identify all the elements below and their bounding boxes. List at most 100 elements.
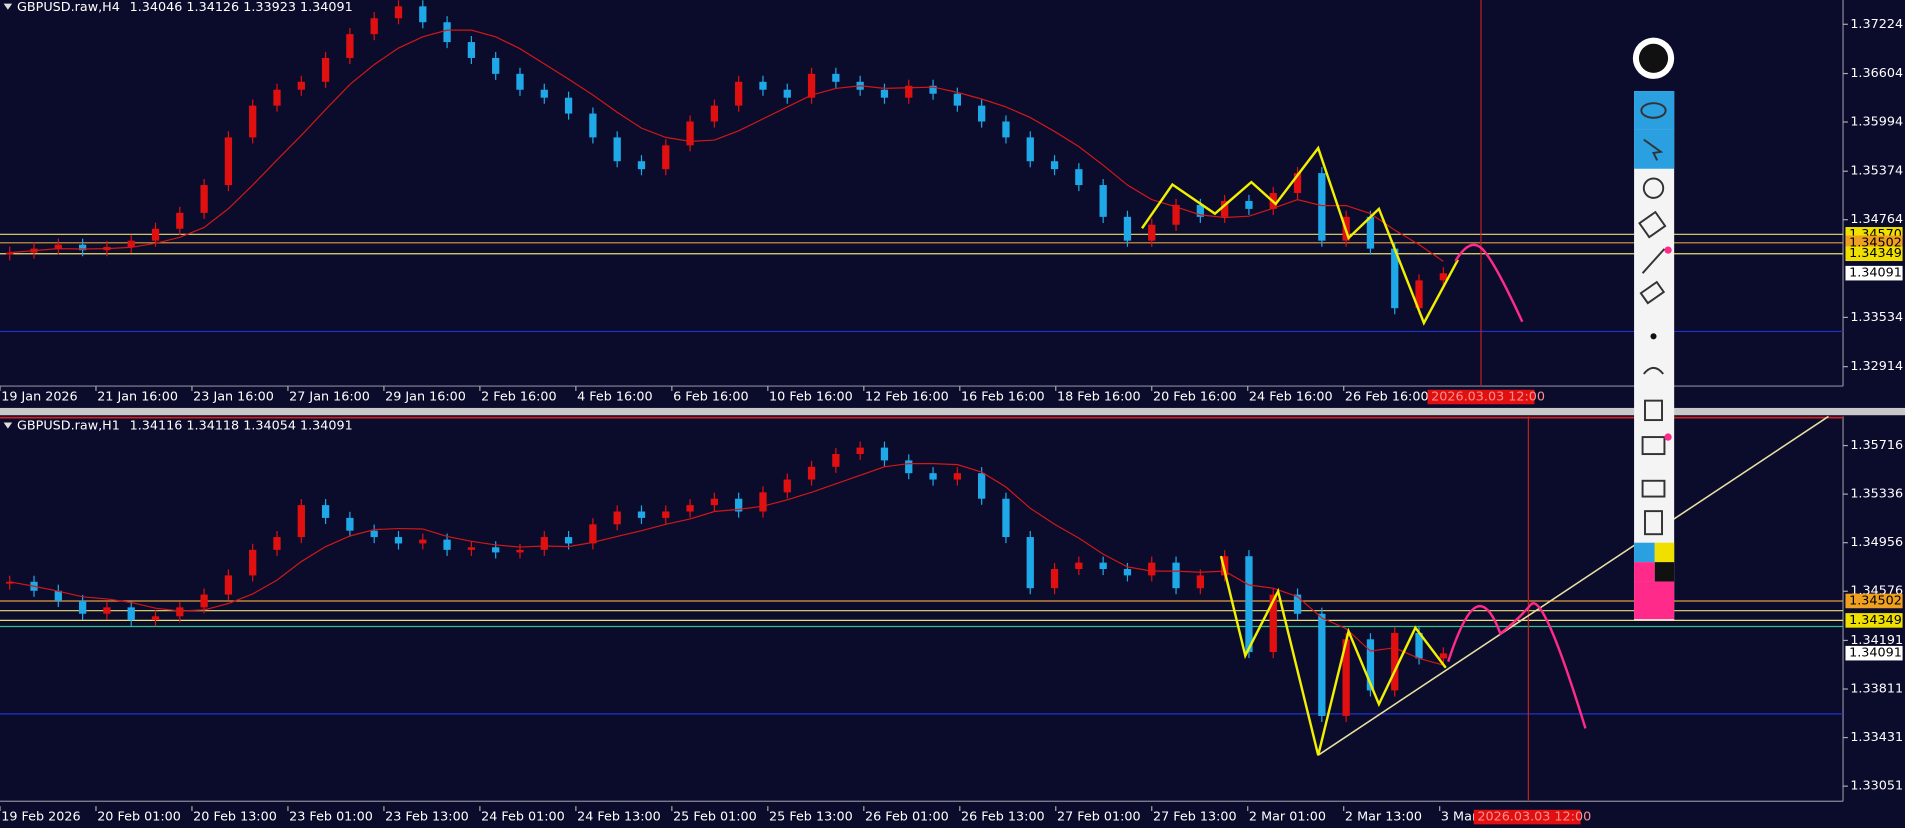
candle-body	[1050, 161, 1059, 170]
price-tag-label: 1.34091	[1849, 266, 1902, 281]
candle-body	[1002, 121, 1010, 138]
cursor-time-label: 2026.03.03 12:00	[1477, 810, 1591, 825]
candle-body	[1050, 569, 1059, 589]
candle-body	[735, 81, 743, 106]
candle-body	[419, 6, 427, 23]
price-tag	[1845, 645, 1903, 661]
time-label: 24 Feb 01:00	[481, 810, 565, 825]
candle-body	[1075, 562, 1083, 570]
time-label: 16 Feb 16:00	[961, 390, 1045, 405]
candle-body	[6, 252, 14, 255]
candle-body	[1318, 173, 1326, 241]
price-label: 1.34956	[1850, 535, 1903, 550]
price-label: 1.33431	[1850, 730, 1903, 745]
candle-body	[856, 447, 864, 455]
candle-body	[467, 42, 476, 58]
price-label: 1.32914	[1850, 359, 1903, 374]
time-label: 26 Feb 13:00	[961, 810, 1045, 825]
time-label: 26 Feb 16:00	[1345, 390, 1429, 405]
candle-body	[540, 537, 548, 550]
candle-body	[249, 105, 257, 138]
candle-body	[662, 511, 670, 518]
candle-body	[1318, 613, 1326, 716]
candle-body	[176, 212, 184, 229]
candle-body	[1220, 200, 1229, 217]
candle-body	[443, 22, 451, 43]
candle-body	[710, 105, 719, 122]
time-label: 23 Feb 13:00	[385, 810, 469, 825]
candle-body	[1099, 562, 1107, 570]
candle-body	[807, 466, 816, 480]
candle-body	[1220, 556, 1229, 576]
candle-body	[929, 85, 937, 94]
candle-body	[953, 93, 962, 106]
time-label: 12 Feb 16:00	[865, 390, 949, 405]
time-label: 27 Jan 16:00	[289, 390, 370, 405]
time-label: 24 Feb 13:00	[577, 810, 661, 825]
moving-average	[9, 462, 1444, 666]
time-label: 20 Feb 16:00	[1153, 390, 1237, 405]
candle-body	[151, 228, 160, 241]
price-label: 1.35336	[1850, 487, 1903, 502]
panel-separator	[0, 407, 1905, 416]
drawing-toolbar[interactable]	[1632, 37, 1675, 621]
candle-body	[978, 105, 986, 122]
time-label: 25 Feb 13:00	[769, 810, 853, 825]
price-tag	[1845, 593, 1903, 609]
levels-bottom	[0, 415, 1844, 802]
price-tag	[1845, 265, 1903, 281]
time-label: 21 Jan 16:00	[97, 390, 178, 405]
price-tag	[1845, 613, 1903, 628]
collapse-arrow	[3, 3, 13, 10]
candle-body	[78, 244, 87, 251]
candle-body	[516, 549, 524, 553]
candle-body	[1391, 632, 1399, 691]
candle-body	[613, 137, 621, 162]
candle-body	[394, 537, 403, 544]
candle-body	[1293, 594, 1302, 614]
time-label: 27 Feb 13:00	[1153, 810, 1237, 825]
candle-body	[1026, 537, 1034, 589]
price-label: 1.37224	[1850, 17, 1903, 32]
candle-body	[637, 511, 646, 518]
candle-body	[1415, 632, 1423, 659]
candle-body	[589, 113, 597, 138]
candle-body	[492, 57, 500, 74]
candle-body	[467, 547, 476, 550]
candle-body	[1366, 639, 1375, 691]
candle-body	[735, 498, 743, 512]
time-label: 10 Feb 16:00	[769, 390, 853, 405]
candle-body	[686, 505, 694, 512]
candle-body	[1415, 280, 1423, 309]
time-label: 2 Feb 16:00	[481, 390, 557, 405]
cursor-time-tag	[1473, 809, 1581, 825]
time-label: 25 Feb 01:00	[673, 810, 757, 825]
candle-body	[905, 460, 913, 474]
candle-body	[783, 479, 791, 493]
candle-body	[1439, 273, 1447, 281]
candle-body	[1439, 653, 1447, 659]
levels-top	[0, 0, 1844, 387]
price-label: 1.35716	[1850, 438, 1903, 453]
candle-body	[151, 616, 160, 621]
time-label: 19 Jan 2026	[1, 390, 77, 405]
candle-body	[1099, 185, 1107, 217]
price-label: 1.33811	[1850, 682, 1903, 697]
time-label: 19 Feb 2026	[1, 810, 80, 825]
price-label: 1.33051	[1850, 779, 1903, 794]
time-label: 20 Feb 13:00	[193, 810, 277, 825]
time-label: 18 Feb 16:00	[1057, 390, 1141, 405]
time-label: 2 Mar 13:00	[1345, 810, 1422, 825]
candle-body	[564, 97, 573, 114]
candle-body	[78, 600, 87, 614]
candle-body	[54, 244, 62, 249]
candle-body	[759, 81, 767, 90]
price-tag-label: 1.34349	[1849, 246, 1902, 261]
drawings	[1141, 145, 1587, 756]
candles	[6, 0, 1447, 723]
candle-body	[346, 34, 354, 58]
time-label: 27 Feb 01:00	[1057, 810, 1141, 825]
candle-body	[1293, 173, 1302, 194]
time-label: 4 Feb 16:00	[577, 390, 653, 405]
